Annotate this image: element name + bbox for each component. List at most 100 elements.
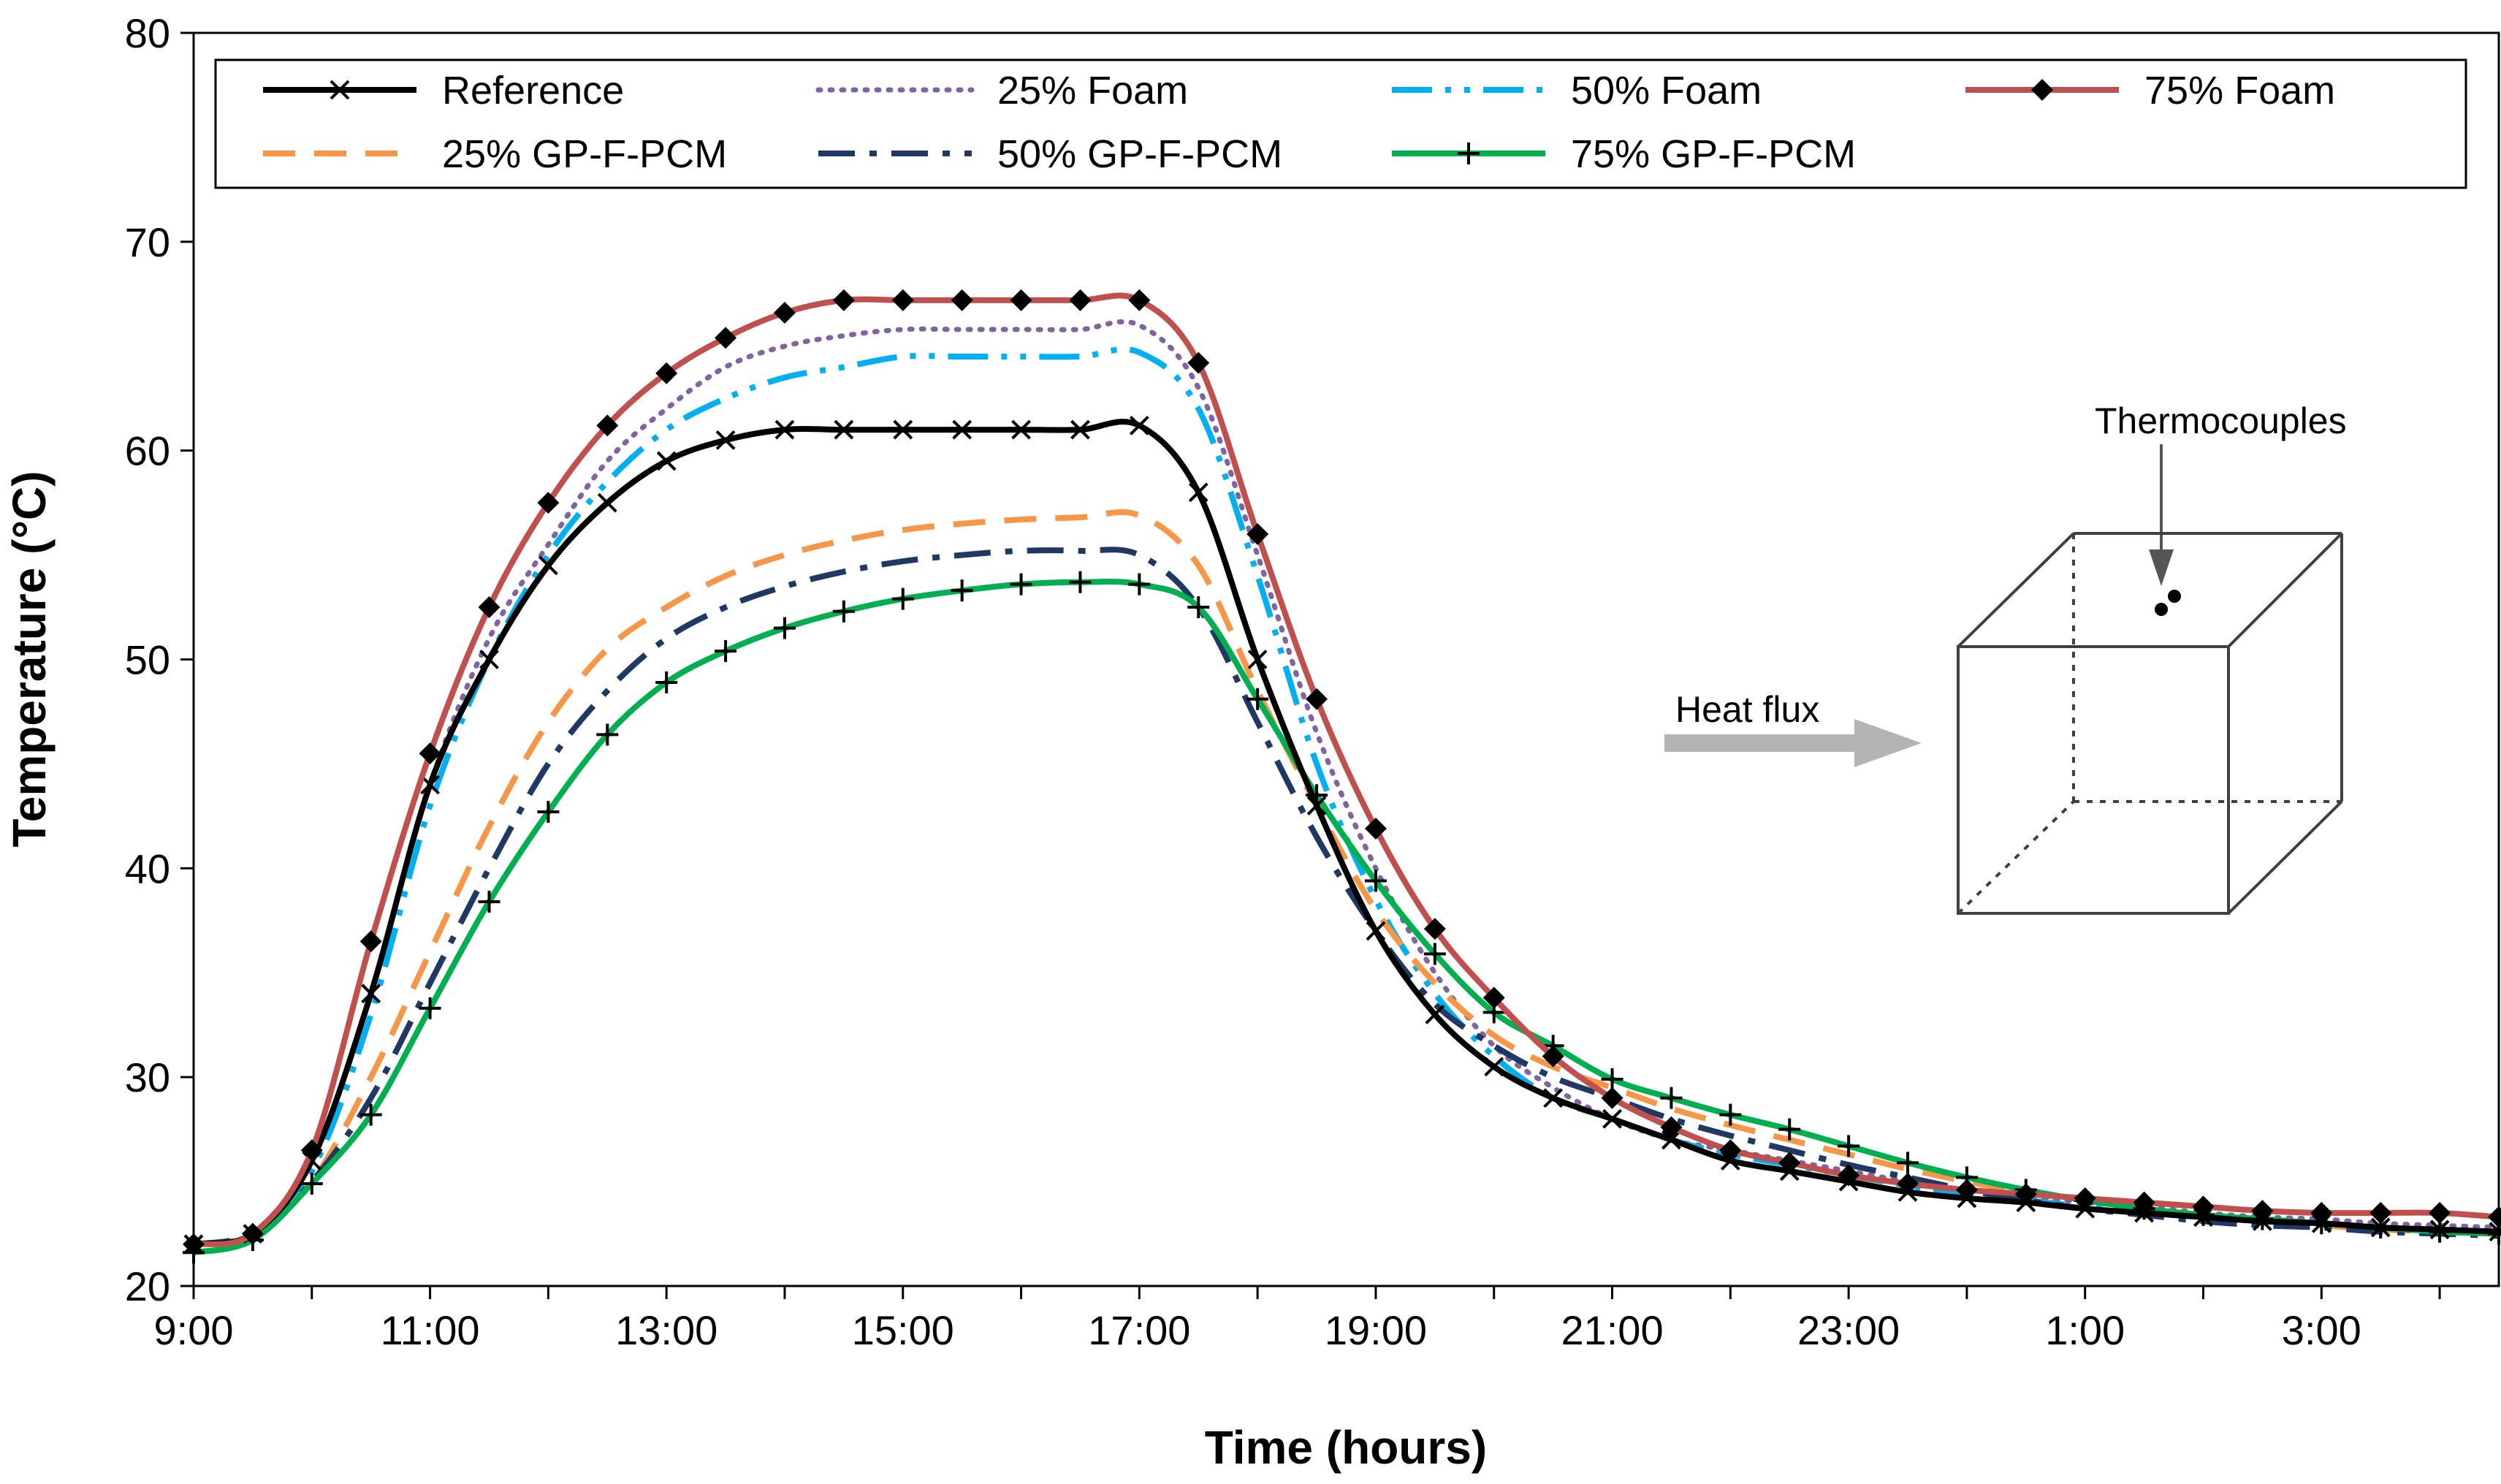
data-point-reference [774,419,795,440]
data-point-75-foam [1364,818,1387,840]
data-point-75-gp-f-pcm [1128,573,1151,595]
x-axis-title: Time (hours) [1205,1421,1487,1474]
data-point-75-gp-f-pcm [655,671,678,693]
legend-marker-75-gp-f-pcm [1458,142,1480,164]
data-point-reference [361,983,381,1004]
data-point-75-foam [1069,289,1092,311]
data-point-reference [1070,419,1090,440]
x-axis: 9:00 11:00 13:00 15:00 17:00 19:00 21:00 23:00 1… [154,1286,2441,1353]
x-tick-label: 19:00 [1325,1307,1427,1353]
data-point-75-gp-f-pcm [300,1172,323,1195]
legend-label-75-foam: 75% Foam [2144,69,2335,113]
data-point-reference [1425,1005,1445,1024]
inset-illustration: Thermocouples Heat flux [1664,400,2347,915]
data-point-75-foam [1010,289,1032,311]
data-point-75-gp-f-pcm [537,801,560,823]
data-point-reference [597,492,617,513]
thermocouples-label: Thermocouples [2095,400,2347,441]
data-point-reference [1306,796,1327,815]
legend-label-reference: Reference [442,69,624,113]
y-axis-title: Temperature (°C) [3,471,56,847]
x-tick-label: 11:00 [381,1307,480,1353]
legend-label-50-gp-f-pcm: 50% GP-F-PCM [997,132,1282,176]
data-point-75-gp-f-pcm [773,617,796,639]
data-point-75-foam [2429,1201,2451,1224]
data-point-75-foam [1897,1172,1919,1195]
data-point-75-gp-f-pcm [1010,573,1032,595]
data-point-75-foam [773,302,796,324]
data-point-reference [2429,1219,2450,1240]
y-tick-label: 50 [125,637,170,683]
data-point-75-foam [1482,986,1505,1009]
data-point-reference [952,419,972,440]
data-point-75-gp-f-pcm [478,891,500,913]
y-axis: 20 30 40 50 60 70 80 [125,10,194,1309]
x-tick-label: 9:00 [154,1307,234,1353]
data-point-reference [1543,1088,1564,1108]
data-point-reference [834,419,854,440]
data-point-reference [2489,1222,2501,1242]
data-point-75-foam [537,492,560,514]
thermocouple-arrow-head [2149,549,2174,586]
data-point-reference [1188,482,1208,503]
data-point-75-foam [1306,688,1328,710]
data-point-75-foam [2251,1200,2274,1222]
data-point-75-foam [1187,351,1210,374]
cube-front-face [1957,645,2230,915]
cube [1957,532,2343,915]
series-layer [183,289,2501,1264]
data-point-reference [538,555,558,576]
data-point-75-gp-f-pcm [359,1103,382,1126]
data-point-reference [1366,921,1386,941]
data-point-75-gp-f-pcm [1246,688,1269,710]
data-point-75-gp-f-pcm [832,600,855,623]
data-point-75-gp-f-pcm [1069,571,1092,593]
x-tick-label: 3:00 [2282,1307,2361,1353]
data-point-75-foam [241,1222,264,1245]
data-point-75-gp-f-pcm [1601,1068,1623,1091]
data-point-75-gp-f-pcm [1838,1135,1860,1157]
data-point-75-foam [478,596,500,619]
data-point-75-foam [1955,1179,1978,1201]
legend: Reference 25% Foam 50% Foam 75% Foam 25% GP-… [263,69,2335,176]
data-point-75-gp-f-pcm [715,640,737,663]
legend-marker-reference [330,80,350,100]
data-point-75-foam [1838,1164,1860,1187]
legend-marker-75-foam [2031,79,2053,101]
thermocouple-dot [2155,603,2168,616]
y-tick-label: 70 [125,219,170,265]
data-point-75-gp-f-pcm [1897,1152,1919,1174]
cube-edge [2227,800,2343,915]
data-point-75-gp-f-pcm [596,723,619,746]
y-tick-label: 40 [125,845,170,891]
legend-box [214,58,2467,189]
data-point-reference [1011,419,1031,440]
data-point-75-foam [596,414,619,437]
heat-flux-arrow-head [1854,719,1922,767]
data-point-75-foam [2192,1195,2215,1218]
x-tick-label: 21:00 [1561,1307,1663,1353]
legend-label-50-foam: 50% Foam [1571,69,1762,113]
data-point-75-foam [1128,289,1151,311]
data-point-75-foam [2369,1201,2392,1224]
data-point-75-foam [1423,918,1446,940]
data-point-75-foam [2133,1191,2155,1214]
data-point-75-foam [1660,1116,1683,1138]
data-point-75-foam [2014,1183,2037,1206]
data-point-75-foam [2488,1206,2501,1228]
data-point-75-gp-f-pcm [1364,870,1387,892]
x-tick-label: 13:00 [615,1307,717,1353]
data-point-75-foam [655,362,678,384]
data-point-75-gp-f-pcm [951,579,973,602]
data-point-75-foam [419,742,441,765]
data-point-75-foam [1719,1139,1742,1162]
thermocouple-dot [2168,590,2181,603]
data-point-reference [715,430,736,450]
data-point-reference [893,419,913,440]
data-point-75-gp-f-pcm [419,997,441,1019]
cube-edge [2227,532,2343,648]
data-point-reference [1129,415,1149,435]
y-tick-label: 80 [125,10,170,56]
x-tick-label: 1:00 [2045,1307,2125,1353]
